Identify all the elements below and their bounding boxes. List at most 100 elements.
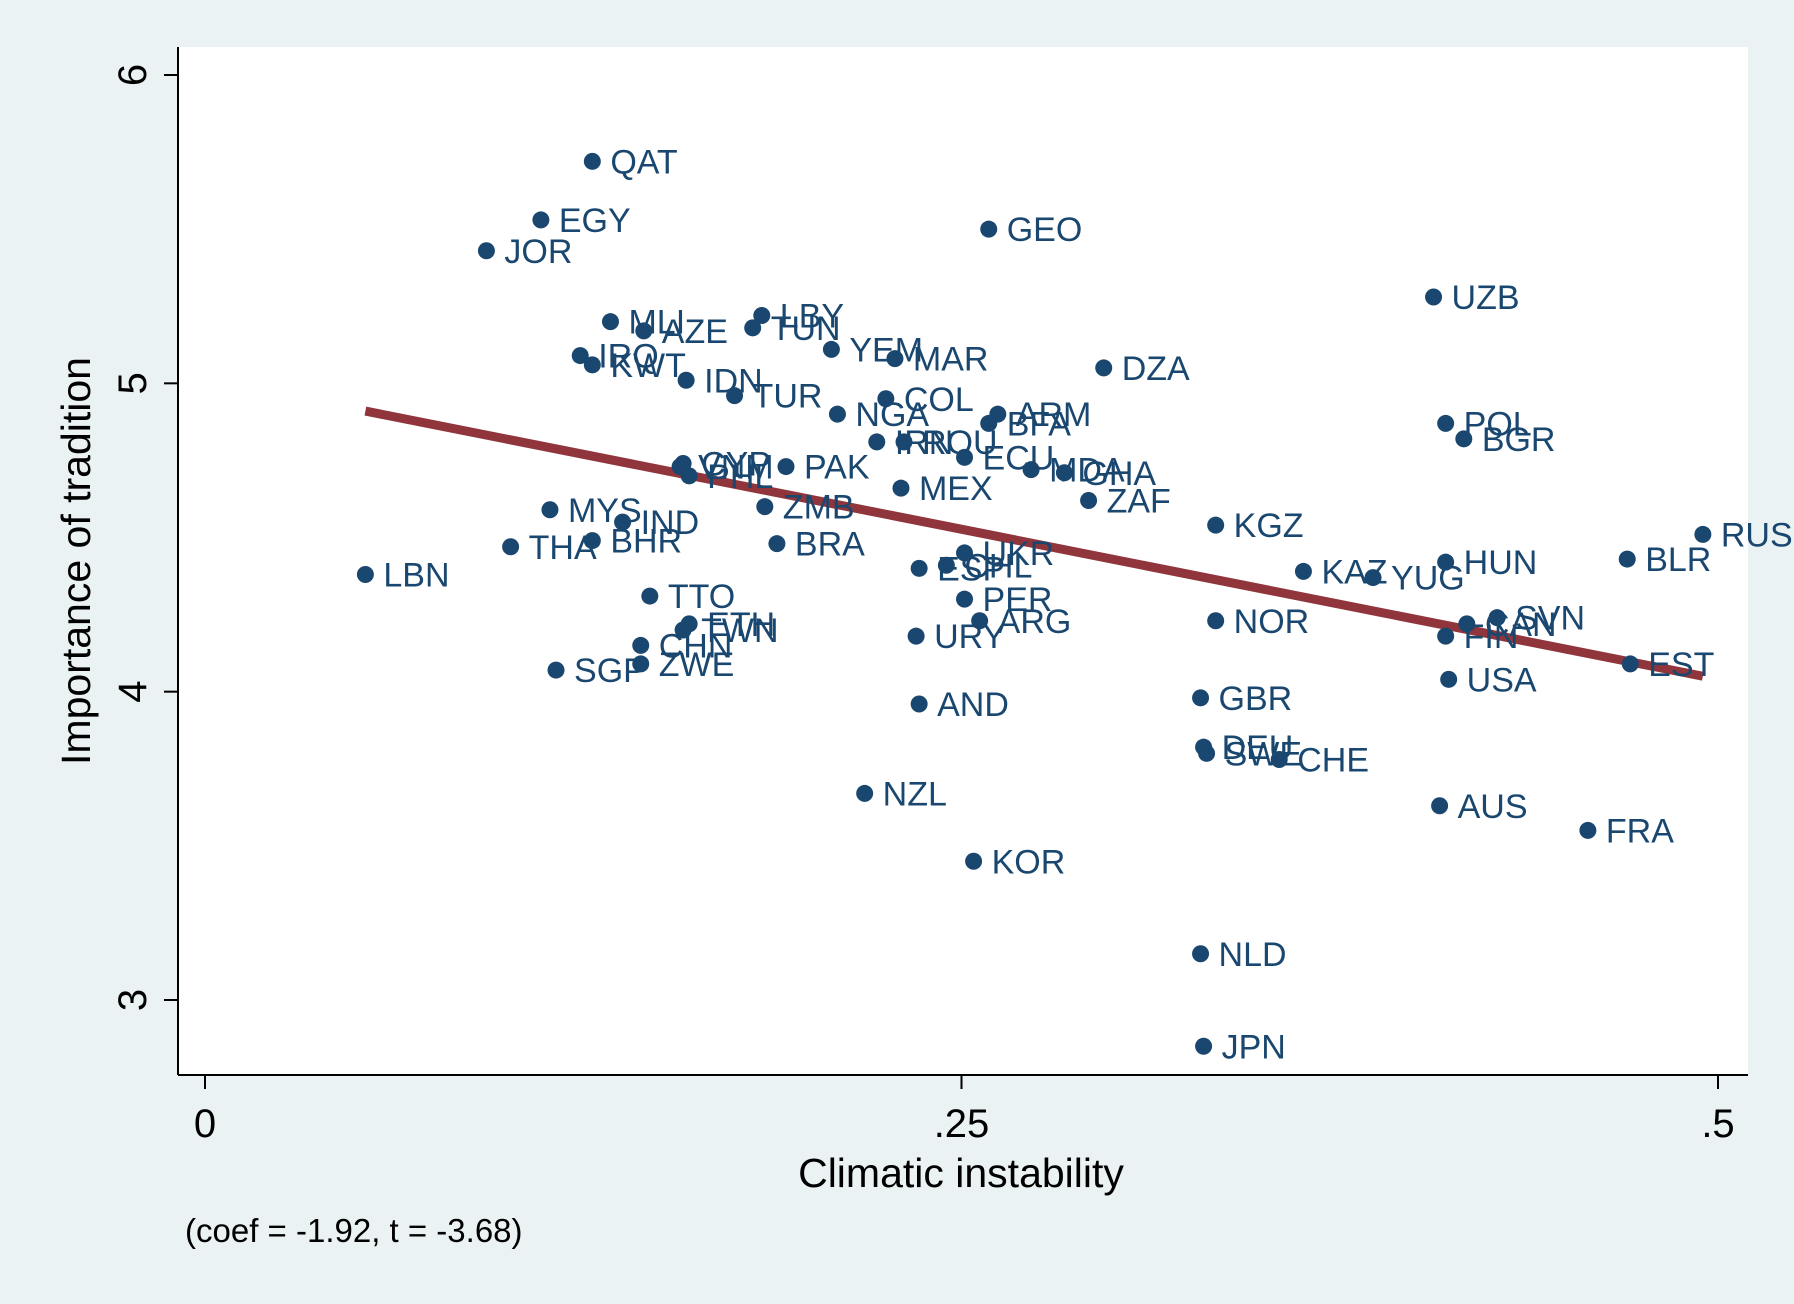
data-point-est <box>1621 655 1639 673</box>
point-label-tun: TUN <box>771 310 841 348</box>
data-point-mex <box>892 479 910 497</box>
data-point-rus <box>1694 525 1712 543</box>
data-point-rou <box>895 433 913 451</box>
point-label-cyp: CYP <box>701 446 771 484</box>
point-label-mli: MLI <box>628 304 685 342</box>
point-label-kaz: KAZ <box>1321 553 1387 591</box>
data-point-fin <box>1437 627 1455 645</box>
point-label-qat: QAT <box>610 143 677 181</box>
point-label-nga: NGA <box>855 396 929 434</box>
data-point-jor <box>477 242 495 260</box>
data-point-and <box>910 695 928 713</box>
x-tick-label: .5 <box>1701 1102 1734 1146</box>
point-label-bfa: BFA <box>1007 405 1072 443</box>
data-point-zaf <box>1080 492 1098 509</box>
data-point-tto <box>641 587 659 605</box>
point-label-idn: IDN <box>704 362 763 400</box>
point-label-gha: GHA <box>1082 455 1156 493</box>
data-point-usa <box>1440 670 1458 688</box>
point-label-zmb: ZMB <box>783 489 855 527</box>
point-label-chl: CHL <box>964 547 1032 585</box>
point-label-bgr: BGR <box>1482 421 1556 459</box>
data-point-egy <box>532 211 550 229</box>
point-label-est: EST <box>1648 646 1714 684</box>
data-point-phl <box>680 467 698 485</box>
point-label-geo: GEO <box>1007 211 1083 249</box>
point-label-bra: BRA <box>795 526 865 564</box>
point-label-nzl: NZL <box>883 775 947 813</box>
data-point-ury <box>907 627 925 645</box>
point-label-arg: ARG <box>998 603 1072 641</box>
data-point-zwe <box>632 655 650 673</box>
point-label-kgz: KGZ <box>1234 507 1304 545</box>
data-point-blr <box>1618 550 1636 568</box>
point-label-sgp: SGP <box>574 652 646 690</box>
data-point-chn <box>632 636 650 654</box>
point-label-rou: ROU <box>922 424 998 462</box>
data-point-uzb <box>1425 288 1443 306</box>
point-label-esp: ESP <box>937 550 1005 588</box>
point-label-nld: NLD <box>1219 936 1287 974</box>
data-point-esp <box>910 559 928 577</box>
point-label-che: CHE <box>1297 742 1369 780</box>
data-point-bfa <box>980 414 998 432</box>
point-label-per: PER <box>983 581 1053 619</box>
point-label-mex: MEX <box>919 470 993 508</box>
data-point-mda <box>1022 461 1040 479</box>
data-point-kor <box>965 852 983 870</box>
data-point-aze <box>635 322 653 340</box>
data-point-ind <box>614 513 632 531</box>
point-label-and: AND <box>937 686 1009 724</box>
point-label-phl: PHL <box>707 458 773 496</box>
point-label-bhr: BHR <box>610 523 682 561</box>
x-tick-label: .25 <box>934 1102 990 1146</box>
point-label-rus: RUS <box>1721 516 1793 554</box>
data-point-dza <box>1095 359 1113 377</box>
point-label-vnm: VNM <box>698 449 774 487</box>
data-point-lby <box>753 307 771 324</box>
point-label-jpn: JPN <box>1222 1028 1286 1066</box>
point-label-egy: EGY <box>559 202 631 240</box>
point-label-yem: YEM <box>849 331 923 369</box>
point-label-yug: YUG <box>1391 560 1465 598</box>
point-label-aus: AUS <box>1458 788 1528 826</box>
data-point-swe <box>1198 744 1216 762</box>
point-label-kor: KOR <box>992 843 1066 881</box>
data-point-yem <box>822 340 840 358</box>
point-label-swe: SWE <box>1225 735 1302 773</box>
point-label-col: COL <box>904 381 974 419</box>
data-point-geo <box>980 220 998 238</box>
point-label-irq: IRQ <box>598 338 658 376</box>
point-label-deu: DEU <box>1222 729 1294 767</box>
point-label-ury: URY <box>934 618 1005 656</box>
y-tick-label: 4 <box>111 681 155 703</box>
point-label-fra: FRA <box>1606 812 1674 850</box>
point-label-zwe: ZWE <box>659 646 735 684</box>
point-label-eth: ETH <box>707 606 775 644</box>
axes: 0 .25 .5 3 4 5 6 <box>111 47 1748 1146</box>
data-point-ukr <box>956 544 974 562</box>
point-label-mar: MAR <box>913 341 989 379</box>
data-point-gha <box>1055 464 1073 482</box>
point-label-tur: TUR <box>753 378 823 416</box>
data-point-kaz <box>1294 562 1312 580</box>
y-tick-label: 3 <box>111 989 155 1011</box>
data-point-pol <box>1437 414 1455 432</box>
data-point-qat <box>583 152 601 170</box>
point-label-fin: FIN <box>1464 618 1519 656</box>
data-points <box>356 152 1712 1055</box>
data-point-aus <box>1431 797 1449 815</box>
point-label-mys: MYS <box>568 492 642 530</box>
point-label-usa: USA <box>1467 661 1537 699</box>
data-point-arg <box>971 612 989 630</box>
data-point-nga <box>828 405 846 423</box>
point-label-lby: LBY <box>780 298 844 336</box>
point-label-ind: IND <box>641 504 700 542</box>
y-axis-title: Importance of tradition <box>53 357 99 765</box>
data-point-can <box>1458 615 1476 633</box>
point-label-nor: NOR <box>1234 603 1310 641</box>
data-point-jpn <box>1195 1037 1213 1055</box>
data-point-nzl <box>856 784 874 802</box>
